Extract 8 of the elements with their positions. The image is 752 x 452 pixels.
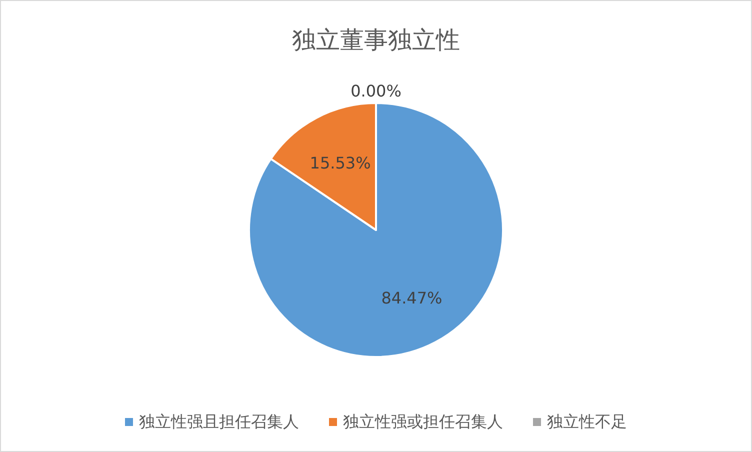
data-label: 84.47% xyxy=(381,288,442,308)
pie-slice xyxy=(248,102,504,358)
text: 0.00% xyxy=(350,81,402,100)
legend-label: 独立性不足 xyxy=(547,412,627,431)
chart-title: 独立董事独立性 xyxy=(292,26,460,54)
legend-label: 独立性强或担任召集人 xyxy=(343,412,503,431)
data-label: 15.53% xyxy=(310,154,371,173)
legend-label: 独立性强且担任召集人 xyxy=(139,412,299,431)
